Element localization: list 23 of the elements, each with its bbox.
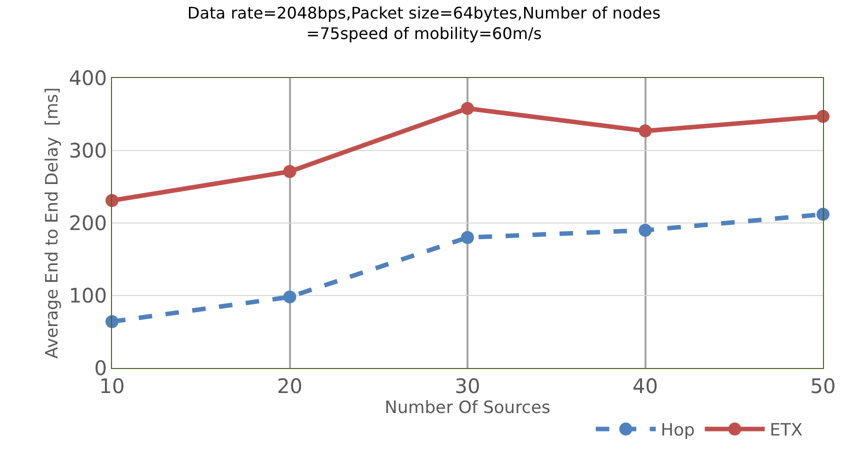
x-tick-label: 20 [277,374,302,398]
y-tick-label: 400 [68,66,107,90]
x-tick-label: 30 [454,374,480,398]
x-tick-label: 50 [810,374,836,398]
y-tick-label: 200 [68,211,107,235]
y-axis-title: Average End to End Delay [ms] [42,87,62,359]
legend-label: Hop [660,420,695,441]
point [283,290,296,304]
chart-title: Data rate=2048bps,Packet size=64bytes,Number of nodes =75speed of mobility=60m/s [187,3,661,44]
point [106,194,118,208]
point [638,124,652,138]
point [461,231,474,244]
point [461,102,474,115]
x-tick-label: 40 [632,374,658,398]
x-axis-title: Number Of Sources [384,398,550,418]
point [816,110,830,123]
y-tick-label: 300 [68,138,107,162]
legend-label: ETX [770,420,803,441]
y-tick-label: 100 [68,284,107,308]
point [283,165,296,178]
point [106,315,118,328]
point [816,208,830,221]
point [638,224,652,237]
